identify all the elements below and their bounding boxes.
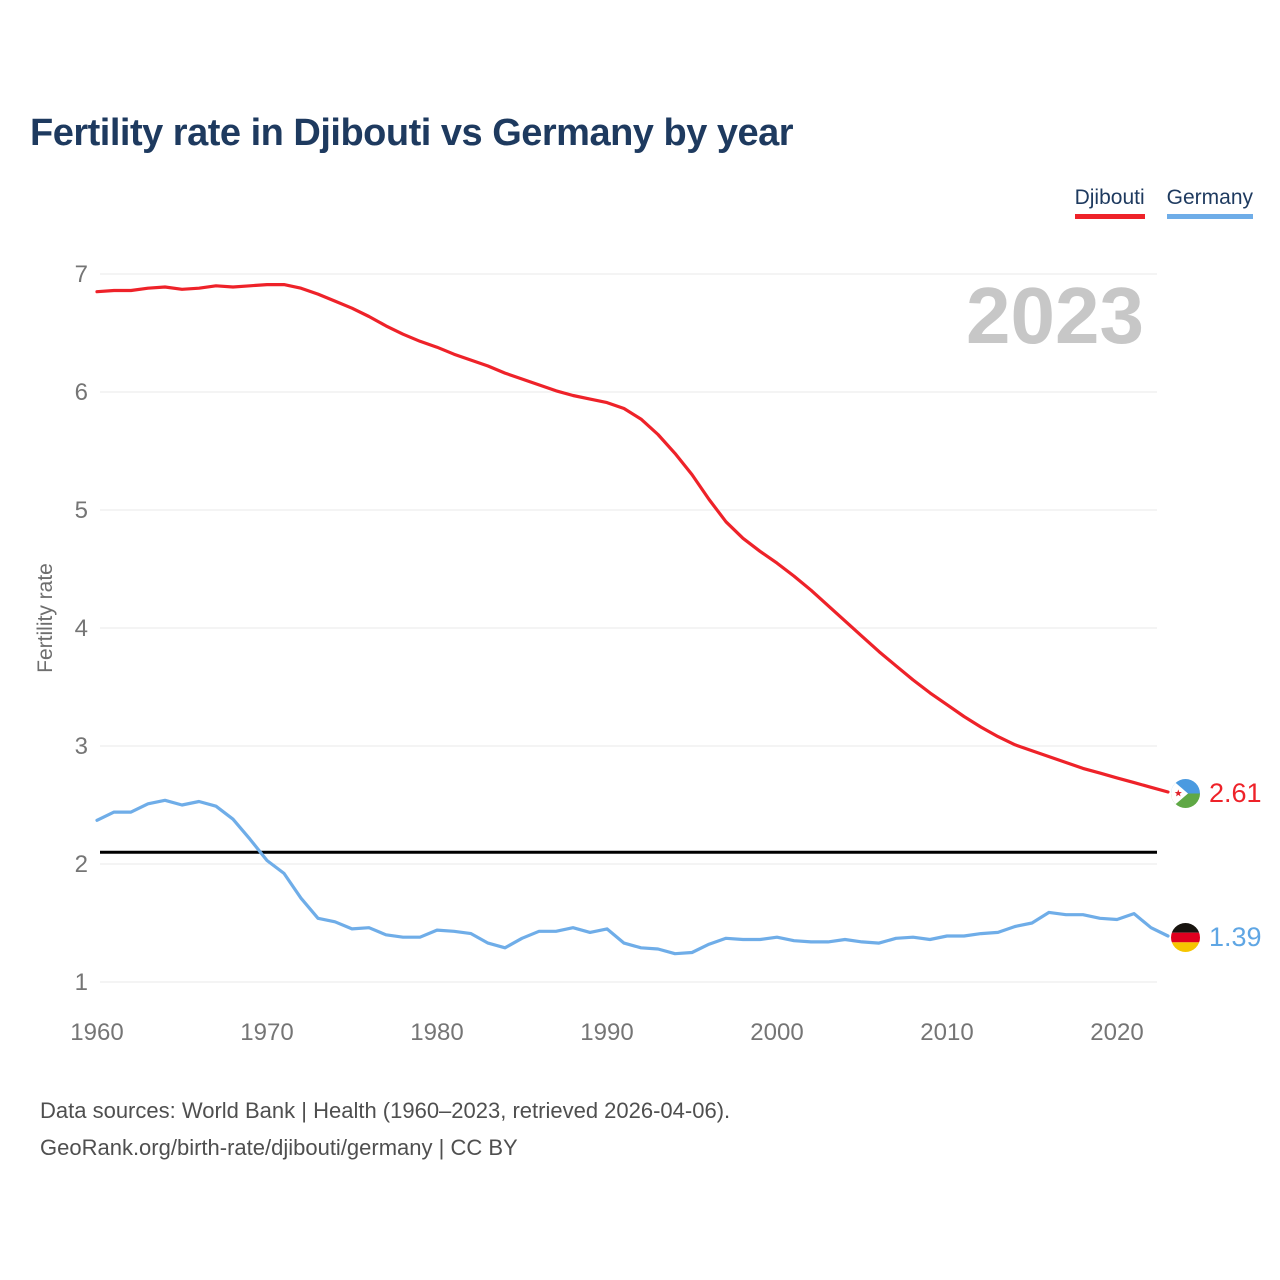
y-tick-label: 4 <box>75 615 88 642</box>
chart-legend: Djibouti Germany <box>1074 186 1253 219</box>
djibouti-end-label: 2.61 <box>1171 778 1262 809</box>
x-tick-label: 2020 <box>1090 1019 1143 1046</box>
attribution-line: GeoRank.org/birth-rate/djibouti/germany … <box>40 1135 518 1160</box>
data-source-line: Data sources: World Bank | Health (1960–… <box>40 1098 731 1123</box>
legend-label-germany: Germany <box>1166 186 1253 209</box>
x-tick-label: 2000 <box>750 1019 803 1046</box>
y-tick-label: 7 <box>75 261 88 288</box>
series-line-djibouti <box>95 283 1170 794</box>
legend-item-germany[interactable]: Germany <box>1166 186 1253 219</box>
year-watermark: 2023 <box>966 271 1144 360</box>
legend-item-djibouti[interactable]: Djibouti <box>1074 186 1145 219</box>
germany-final-value: 1.39 <box>1209 922 1262 952</box>
x-tick-label: 1970 <box>240 1019 293 1046</box>
djibouti-flag-icon <box>1171 779 1200 808</box>
x-tick-label: 1980 <box>410 1019 463 1046</box>
germany-flag-icon <box>1171 923 1200 952</box>
x-tick-label: 1990 <box>580 1019 633 1046</box>
y-tick-label: 2 <box>75 851 88 878</box>
page-title: Fertility rate in Djibouti vs Germany by… <box>30 112 794 154</box>
chart-footer: Data sources: World Bank | Health (1960–… <box>40 1092 730 1166</box>
y-tick-label: 6 <box>75 379 88 406</box>
x-tick-label: 2010 <box>920 1019 973 1046</box>
legend-label-djibouti: Djibouti <box>1074 186 1145 209</box>
djibouti-final-value: 2.61 <box>1209 778 1262 808</box>
y-tick-label: 1 <box>75 969 88 996</box>
y-tick-label: 3 <box>75 733 88 760</box>
series-line-germany <box>95 798 1170 956</box>
y-tick-label: 5 <box>75 497 88 524</box>
germany-end-label: 1.39 <box>1171 922 1262 953</box>
x-tick-label: 1960 <box>70 1019 123 1046</box>
